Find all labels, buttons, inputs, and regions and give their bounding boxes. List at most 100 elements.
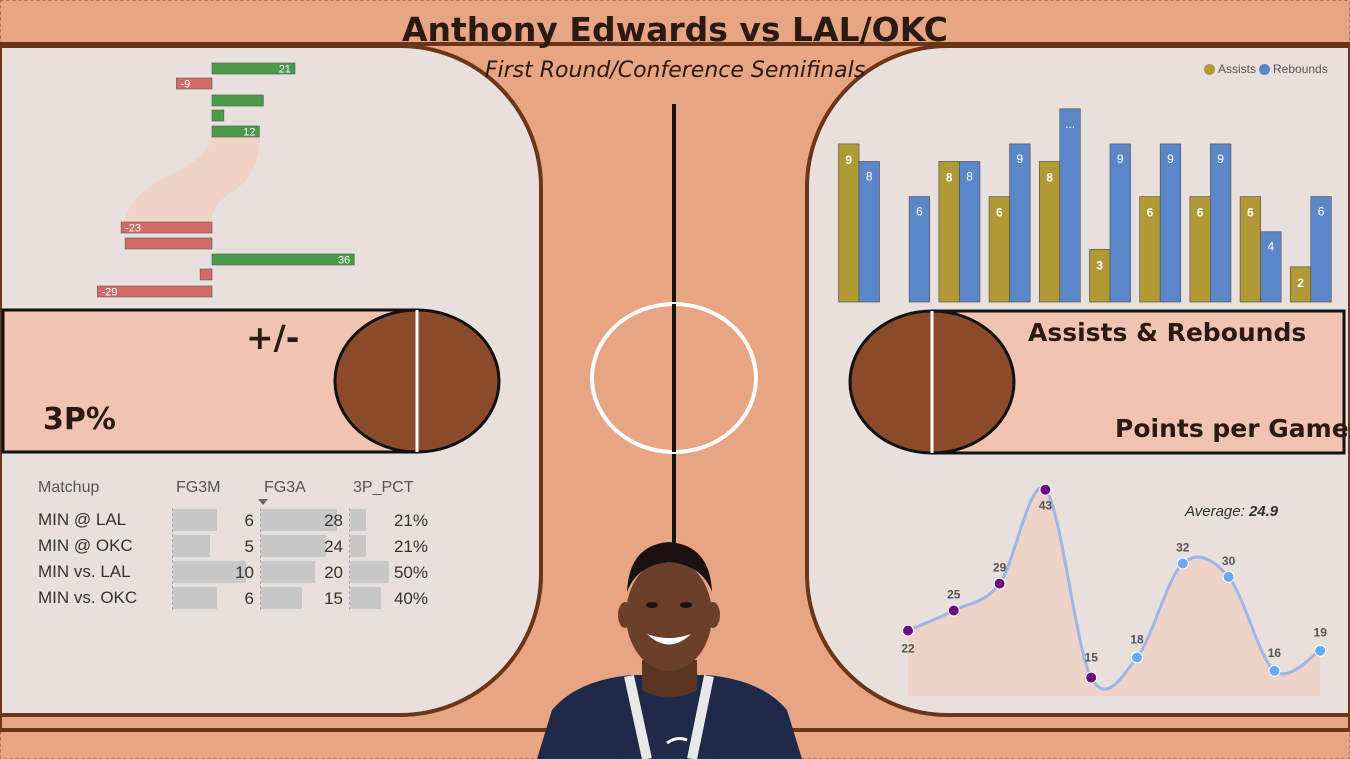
ppg-point[interactable] bbox=[1222, 570, 1235, 583]
pm-bar[interactable] bbox=[211, 62, 296, 75]
pm-data-label: 12 bbox=[243, 127, 255, 139]
ppg-data-label: 18 bbox=[1130, 632, 1144, 646]
pct-value: 21% bbox=[393, 537, 428, 556]
ppg-point[interactable] bbox=[902, 624, 914, 637]
data-bar bbox=[350, 561, 389, 583]
data-bar bbox=[350, 509, 367, 531]
ppg-point[interactable] bbox=[947, 604, 960, 617]
ar-data-label: 6 bbox=[996, 206, 1003, 220]
points-per-game-chart: 22 25 29 43 15 18 32 30 16 19 bbox=[901, 483, 1328, 696]
ppg-data-label: 19 bbox=[1314, 626, 1328, 640]
ar-data-label: 8 bbox=[866, 169, 873, 183]
fg3a-value: 15 bbox=[324, 589, 343, 608]
matchup-cell: MIN vs. LAL bbox=[38, 562, 131, 581]
rebounds-bar[interactable] bbox=[858, 161, 880, 303]
player-face bbox=[626, 559, 712, 671]
data-bar bbox=[173, 561, 247, 583]
ar-data-label: 9 bbox=[1117, 152, 1124, 166]
pm-bar[interactable] bbox=[211, 94, 264, 107]
sort-desc-icon[interactable] bbox=[258, 499, 268, 505]
ppg-point[interactable] bbox=[1039, 483, 1052, 496]
rebounds-bar[interactable] bbox=[1009, 143, 1031, 303]
pm-bar[interactable] bbox=[211, 253, 355, 266]
ar-data-label: ... bbox=[1065, 117, 1075, 131]
pct-cell: 21% bbox=[347, 507, 432, 533]
data-bar bbox=[350, 535, 367, 557]
rebounds-bar[interactable] bbox=[1260, 231, 1282, 303]
table-header-row: Matchup FG3M FG3A 3P_PCT bbox=[32, 475, 432, 507]
rebounds-bar[interactable] bbox=[959, 161, 981, 303]
rebounds-bar[interactable] bbox=[1159, 143, 1182, 303]
ar-data-label: 3 bbox=[1096, 258, 1103, 272]
matchup-cell: MIN @ LAL bbox=[38, 510, 127, 529]
ar-data-label: 8 bbox=[966, 169, 973, 183]
fg3m-value: 6 bbox=[244, 511, 254, 530]
legend-item-assists[interactable]: Assists bbox=[1204, 62, 1256, 76]
col-fg3a[interactable]: FG3A bbox=[264, 479, 306, 496]
pm-bar[interactable] bbox=[97, 285, 213, 298]
legend-label: Assists bbox=[1218, 62, 1257, 76]
pm-data-label: -29 bbox=[101, 287, 117, 299]
ppg-point[interactable] bbox=[993, 577, 1006, 590]
fg3m-value: 5 bbox=[244, 537, 254, 556]
table-row[interactable]: MIN vs. LAL 10 20 50% bbox=[32, 559, 432, 585]
ppg-area bbox=[908, 487, 1321, 696]
assists-bar[interactable] bbox=[1089, 248, 1111, 303]
pm-bar[interactable] bbox=[120, 221, 213, 234]
fg3m-cell: 5 bbox=[170, 533, 258, 559]
chart-legend: Assists Rebounds bbox=[1204, 62, 1328, 76]
fg3a-cell: 20 bbox=[258, 559, 347, 585]
fg3m-value: 6 bbox=[244, 589, 254, 608]
fg3m-cell: 6 bbox=[170, 507, 258, 533]
pm-data-label: 36 bbox=[338, 255, 350, 267]
ar-data-label: 2 bbox=[1297, 276, 1304, 290]
ppg-point[interactable] bbox=[1314, 644, 1327, 657]
pct-value: 40% bbox=[393, 589, 428, 608]
flow-ribbon bbox=[125, 133, 260, 222]
plus-minus-label: +/- bbox=[246, 318, 300, 357]
col-matchup[interactable]: Matchup bbox=[38, 479, 100, 496]
rebounds-bar[interactable] bbox=[908, 196, 931, 303]
data-bar bbox=[261, 509, 338, 531]
col-fg3m[interactable]: FG3M bbox=[176, 479, 221, 496]
player-hair bbox=[627, 542, 712, 592]
assists-swatch-icon bbox=[1204, 63, 1215, 75]
col-3p-pct[interactable]: 3P_PCT bbox=[353, 479, 414, 496]
ar-data-label: 9 bbox=[1167, 152, 1174, 166]
ppg-point[interactable] bbox=[1176, 557, 1189, 570]
pm-bar[interactable] bbox=[211, 109, 225, 122]
pm-bar[interactable] bbox=[211, 125, 260, 138]
assists-bar[interactable] bbox=[838, 143, 860, 303]
rebounds-bar[interactable] bbox=[1059, 108, 1081, 303]
data-bar bbox=[261, 535, 327, 557]
matchup-cell: MIN @ OKC bbox=[38, 536, 133, 555]
legend-label: Rebounds bbox=[1273, 62, 1328, 76]
pm-data-label: 21 bbox=[279, 64, 291, 76]
rebounds-bar[interactable] bbox=[1310, 196, 1332, 303]
rebounds-bar[interactable] bbox=[1210, 143, 1232, 303]
ar-data-label: 6 bbox=[1318, 205, 1325, 219]
pm-bar[interactable] bbox=[124, 237, 213, 250]
pct-cell: 40% bbox=[347, 585, 432, 611]
ppg-point[interactable] bbox=[1268, 664, 1281, 677]
data-bar bbox=[173, 535, 210, 557]
legend-item-rebounds[interactable]: Rebounds bbox=[1259, 62, 1328, 76]
page-subtitle: First Round/Conference Semifinals bbox=[484, 58, 866, 83]
average-value: 24.9 bbox=[1248, 503, 1279, 520]
ppg-point[interactable] bbox=[1131, 651, 1143, 664]
rebounds-bar[interactable] bbox=[1109, 143, 1131, 303]
ppg-point[interactable] bbox=[1085, 671, 1098, 684]
table-row[interactable]: MIN @ OKC 5 24 21% bbox=[32, 533, 432, 559]
pm-bar[interactable] bbox=[176, 77, 213, 90]
pm-bar[interactable] bbox=[199, 268, 213, 281]
fg3m-cell: 6 bbox=[170, 585, 258, 611]
ar-data-label: 8 bbox=[1046, 170, 1053, 184]
table-row[interactable]: MIN vs. OKC 6 15 40% bbox=[32, 585, 432, 611]
fg3a-cell: 24 bbox=[258, 533, 347, 559]
pm-data-label: -9 bbox=[180, 79, 190, 91]
ppg-data-label: 43 bbox=[1039, 499, 1053, 513]
data-bar bbox=[261, 561, 316, 583]
table-row[interactable]: MIN @ LAL 6 28 21% bbox=[32, 507, 432, 533]
